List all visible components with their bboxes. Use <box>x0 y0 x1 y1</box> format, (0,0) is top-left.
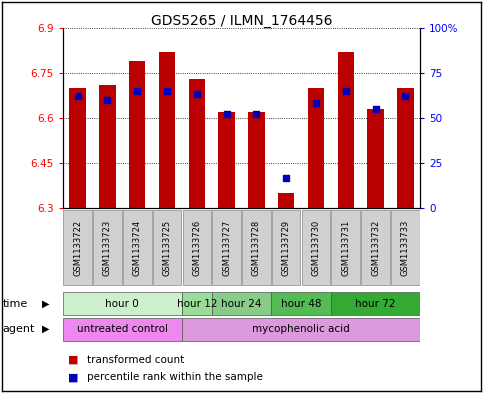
FancyBboxPatch shape <box>182 292 212 315</box>
FancyBboxPatch shape <box>63 292 182 315</box>
Bar <box>70 88 86 208</box>
Text: GSM1133727: GSM1133727 <box>222 219 231 276</box>
Bar <box>397 88 413 208</box>
Bar <box>248 112 265 208</box>
Text: mycophenolic acid: mycophenolic acid <box>252 324 350 334</box>
Text: GSM1133731: GSM1133731 <box>341 219 350 276</box>
FancyBboxPatch shape <box>213 210 241 285</box>
Text: ■: ■ <box>68 354 78 365</box>
Point <box>312 100 320 107</box>
FancyBboxPatch shape <box>212 292 271 315</box>
FancyBboxPatch shape <box>271 292 331 315</box>
FancyBboxPatch shape <box>242 210 270 285</box>
FancyBboxPatch shape <box>331 292 420 315</box>
Text: GSM1133726: GSM1133726 <box>192 219 201 276</box>
FancyBboxPatch shape <box>183 210 211 285</box>
Text: hour 48: hour 48 <box>281 299 321 309</box>
FancyBboxPatch shape <box>182 318 420 341</box>
Text: percentile rank within the sample: percentile rank within the sample <box>87 372 263 382</box>
Text: GSM1133733: GSM1133733 <box>401 219 410 276</box>
Text: GSM1133728: GSM1133728 <box>252 219 261 276</box>
Text: GDS5265 / ILMN_1764456: GDS5265 / ILMN_1764456 <box>151 14 332 28</box>
Text: ▶: ▶ <box>42 324 50 334</box>
Bar <box>189 79 205 208</box>
Bar <box>218 112 235 208</box>
Text: ▶: ▶ <box>42 299 50 309</box>
Text: hour 0: hour 0 <box>105 299 139 309</box>
Text: GSM1133723: GSM1133723 <box>103 219 112 276</box>
Text: GSM1133724: GSM1133724 <box>133 220 142 275</box>
Text: hour 12: hour 12 <box>177 299 217 309</box>
Text: agent: agent <box>2 324 35 334</box>
Point <box>223 111 230 118</box>
FancyBboxPatch shape <box>302 210 330 285</box>
Bar <box>129 61 145 208</box>
Bar <box>308 88 324 208</box>
Text: ■: ■ <box>68 372 78 382</box>
FancyBboxPatch shape <box>123 210 152 285</box>
Point <box>163 88 171 94</box>
Text: time: time <box>2 299 28 309</box>
Text: GSM1133729: GSM1133729 <box>282 220 291 275</box>
Text: GSM1133732: GSM1133732 <box>371 219 380 276</box>
Point <box>133 88 141 94</box>
Text: hour 72: hour 72 <box>355 299 396 309</box>
FancyBboxPatch shape <box>391 210 420 285</box>
FancyBboxPatch shape <box>63 210 92 285</box>
Text: GSM1133722: GSM1133722 <box>73 220 82 275</box>
Point <box>401 93 409 99</box>
Point <box>253 111 260 118</box>
Bar <box>278 193 294 208</box>
Text: GSM1133725: GSM1133725 <box>163 220 171 275</box>
FancyBboxPatch shape <box>331 210 360 285</box>
FancyBboxPatch shape <box>272 210 300 285</box>
Point <box>193 91 201 97</box>
Bar <box>338 51 354 208</box>
FancyBboxPatch shape <box>361 210 390 285</box>
Text: untreated control: untreated control <box>77 324 168 334</box>
Point <box>282 174 290 181</box>
Point <box>372 106 380 112</box>
Text: GSM1133730: GSM1133730 <box>312 219 320 276</box>
Point <box>342 88 350 94</box>
Text: transformed count: transformed count <box>87 354 184 365</box>
Point <box>74 93 82 99</box>
FancyBboxPatch shape <box>93 210 122 285</box>
FancyBboxPatch shape <box>153 210 181 285</box>
Text: hour 24: hour 24 <box>221 299 262 309</box>
Point <box>104 97 112 103</box>
Bar <box>99 85 115 208</box>
Bar <box>368 109 384 208</box>
Bar <box>159 51 175 208</box>
FancyBboxPatch shape <box>63 318 182 341</box>
